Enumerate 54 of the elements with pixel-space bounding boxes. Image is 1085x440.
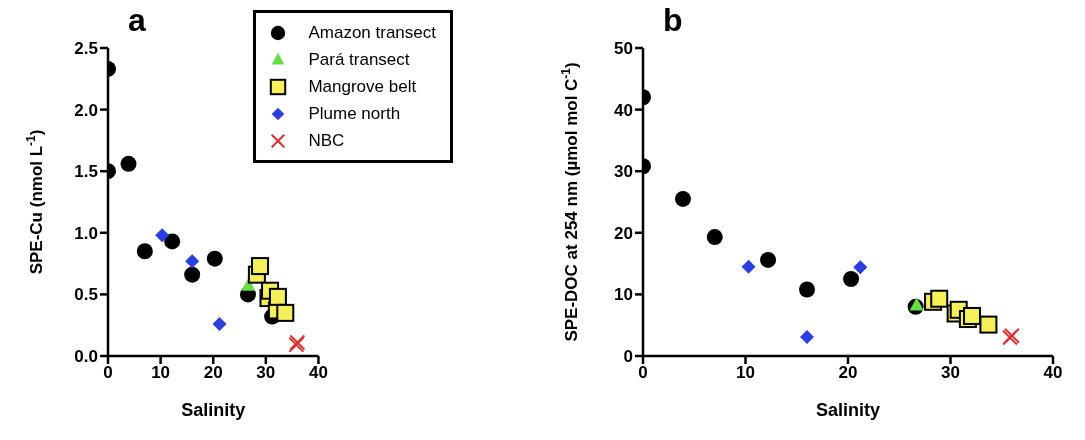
point (843, 271, 860, 287)
x-tick-label: 20 (203, 363, 223, 383)
point (674, 190, 691, 207)
point (155, 228, 170, 243)
point (136, 243, 153, 260)
y-tick-label: 20 (614, 223, 633, 243)
legend-label: Plume north (308, 103, 401, 124)
x-axis-title: Salinity (815, 400, 881, 420)
x-tick-label: 40 (1043, 363, 1063, 383)
y-tick-label: 30 (614, 162, 633, 182)
x-tick-label: 10 (736, 363, 755, 383)
y-tick-label: 2.5 (74, 39, 98, 59)
point (979, 315, 998, 334)
point (120, 155, 137, 172)
point (853, 260, 868, 275)
point (741, 259, 756, 274)
legend-label: NBC (308, 130, 345, 151)
legend-label: Pará transect (308, 49, 410, 70)
chart-title: a (128, 2, 146, 39)
point (251, 257, 270, 276)
y-tick-label: 1.0 (74, 223, 98, 243)
point (706, 229, 723, 246)
point (930, 289, 949, 308)
point (760, 251, 777, 268)
point (963, 306, 982, 325)
point (212, 316, 227, 331)
point (206, 250, 223, 267)
x-tick-label: 0 (103, 363, 113, 383)
y-tick-label: 40 (614, 100, 633, 120)
x-tick-label: 20 (838, 363, 858, 383)
point (185, 254, 200, 269)
point (800, 329, 814, 344)
chart-title: b (663, 2, 683, 39)
point (268, 287, 287, 306)
point (276, 303, 295, 322)
y-tick-label: 0 (623, 347, 633, 367)
y-tick-label: 0.5 (74, 285, 98, 305)
legend-label: Mangrove belt (308, 76, 417, 97)
y-tick-label: 0.0 (74, 347, 98, 367)
legend-label: Amazon transect (308, 22, 436, 43)
x-tick-label: 30 (256, 363, 276, 383)
y-tick-label: 1.5 (74, 162, 98, 182)
x-tick-label: 0 (638, 363, 648, 383)
x-axis-title: Salinity (181, 400, 246, 420)
point (909, 297, 924, 311)
x-tick-label: 10 (151, 363, 171, 383)
point (164, 233, 181, 250)
x-tick-label: 30 (941, 363, 960, 383)
point (184, 266, 201, 283)
y-tick-label: 50 (614, 39, 633, 59)
point (799, 281, 815, 298)
x-tick-label: 40 (308, 363, 328, 383)
y-tick-label: 10 (614, 285, 633, 305)
y-tick-label: 2.0 (74, 100, 98, 120)
